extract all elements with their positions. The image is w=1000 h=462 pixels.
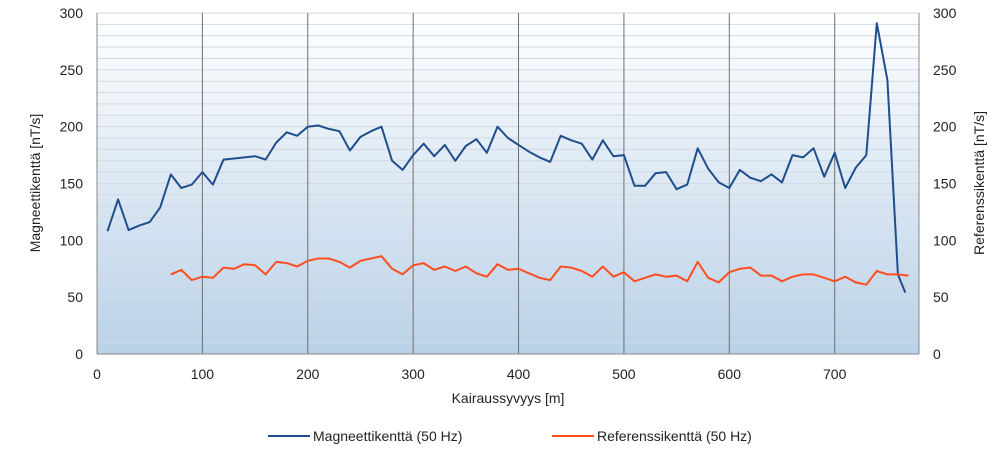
y-tick-label-left: 0	[75, 346, 83, 362]
y-tick-label-right: 300	[933, 5, 957, 21]
y-tick-label-right: 100	[933, 232, 957, 248]
y-tick-label-right: 50	[933, 289, 949, 305]
y-tick-label-left: 200	[60, 119, 84, 135]
x-tick-label: 0	[93, 366, 101, 382]
y-tick-label-right: 150	[933, 176, 957, 192]
horizontal-gridlines	[97, 12, 919, 344]
x-tick-label: 500	[612, 366, 636, 382]
y-tick-label-left: 250	[60, 62, 84, 78]
x-tick-label: 200	[296, 366, 320, 382]
x-tick-label: 600	[718, 366, 742, 382]
series-line-reference	[170, 255, 909, 286]
y-axis-right-ticks: 0 50 100 150 200 250 300	[933, 5, 957, 362]
y-tick-label-left: 300	[60, 5, 84, 21]
y-tick-label-right: 250	[933, 62, 957, 78]
y-tick-label-right: 0	[933, 346, 941, 362]
x-tick-label: 700	[823, 366, 847, 382]
y-axis-right-title: Referenssikenttä [nT/s]	[971, 111, 987, 255]
x-tick-label: 100	[191, 366, 215, 382]
y-tick-label-left: 50	[67, 289, 83, 305]
x-axis-ticks: 0 100 200 300 400 500 600 700	[93, 366, 846, 382]
x-tick-label: 400	[507, 366, 531, 382]
x-axis-title: Kairaussyvyys [m]	[452, 390, 565, 406]
y-tick-label-left: 150	[60, 176, 84, 192]
legend: Magneettikenttä (50 Hz) Referenssikenttä…	[268, 428, 752, 444]
vertical-gridlines	[201, 13, 836, 354]
y-axis-left-ticks: 0 50 100 150 200 250 300	[60, 5, 84, 362]
series-group	[106, 22, 909, 293]
series-line-magnetic	[106, 22, 907, 293]
y-tick-label-left: 100	[60, 232, 84, 248]
x-tick-label: 300	[401, 366, 425, 382]
legend-label-magnetic: Magneettikenttä (50 Hz)	[313, 428, 462, 444]
legend-label-reference: Referenssikenttä (50 Hz)	[597, 428, 752, 444]
y-tick-label-right: 200	[933, 119, 957, 135]
y-axis-left-title: Magneettikenttä [nT/s]	[27, 114, 43, 253]
